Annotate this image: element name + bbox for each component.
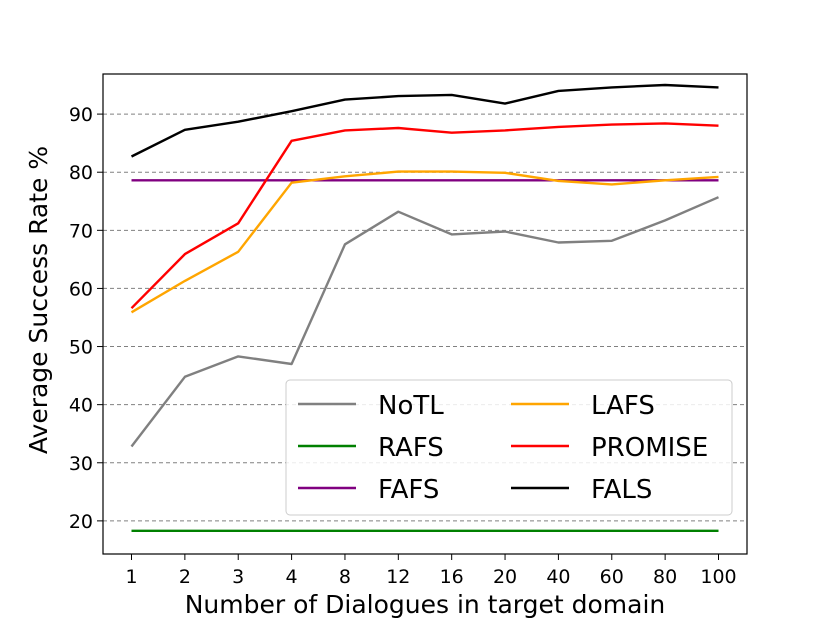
y-tick-label: 40 [69, 395, 93, 417]
legend-label-rafs: RAFS [378, 433, 444, 463]
y-tick-label: 80 [69, 162, 93, 184]
x-tick-label: 8 [339, 566, 351, 588]
series-line-promise [130, 122, 719, 310]
x-tick-label: 12 [386, 566, 410, 588]
x-tick-label: 20 [493, 566, 517, 588]
legend-label-fals: FALS [591, 475, 652, 505]
y-tick-label: 30 [69, 453, 93, 475]
y-axis-label: Average Success Rate % [24, 146, 53, 454]
x-tick-label: 80 [653, 566, 677, 588]
y-tick-label: 90 [69, 104, 93, 126]
x-tick-label: 4 [286, 566, 298, 588]
legend-label-lafs: LAFS [591, 391, 655, 421]
x-axis-label: Number of Dialogues in target domain [185, 590, 666, 619]
legend: NoTL RAFS FAFS LAFS PROMISE FALS [285, 379, 733, 516]
y-tick-label: 70 [69, 220, 93, 242]
y-tick-label: 50 [69, 337, 93, 359]
x-tick-label: 3 [232, 566, 244, 588]
x-tick-label: 2 [179, 566, 191, 588]
series-line-lafs [130, 170, 719, 314]
legend-label-fafs: FAFS [378, 475, 439, 505]
x-tick-label: 1 [125, 566, 137, 588]
y-axis-ticks: 20 30 40 50 60 70 80 90 [69, 104, 103, 533]
legend-label-notl: NoTL [378, 391, 444, 421]
x-tick-label: 60 [600, 566, 624, 588]
series-line-notl [130, 196, 719, 448]
plot-frame [102, 73, 748, 555]
y-tick-label: 60 [69, 278, 93, 300]
x-tick-label: 100 [700, 566, 736, 588]
legend-box [285, 379, 733, 516]
legend-label-promise: PROMISE [591, 433, 708, 463]
x-tick-label: 40 [546, 566, 570, 588]
x-axis-ticks: 1 2 3 4 8 12 16 20 40 60 80 100 [125, 554, 737, 588]
series-line-fals [130, 83, 719, 158]
y-tick-label: 20 [69, 511, 93, 533]
series-lines [130, 83, 719, 532]
x-tick-label: 16 [440, 566, 464, 588]
